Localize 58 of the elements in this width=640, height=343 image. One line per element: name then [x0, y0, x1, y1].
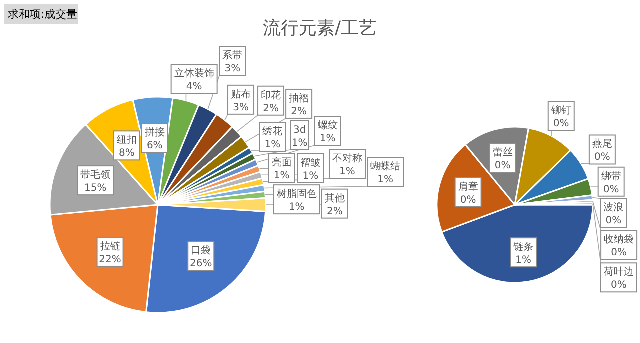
data-label: 26%: [190, 258, 212, 270]
slice-label: 不对称: [332, 152, 362, 165]
slice-label: 3d: [293, 124, 306, 136]
slice-label: 肩章: [458, 180, 478, 193]
slice-label: 口袋: [191, 244, 212, 257]
slice-label: 荷叶边: [604, 266, 634, 278]
data-label: 0%: [494, 160, 511, 172]
slice-label: 纽扣: [116, 134, 137, 146]
slice-label: 链条: [512, 241, 534, 254]
data-label: 0%: [611, 248, 627, 259]
slice-label: 拼接: [144, 126, 165, 139]
data-label: 22%: [99, 254, 122, 266]
data-label: 1%: [288, 202, 305, 214]
slice-label: 收纳袋: [604, 234, 634, 246]
text: 求和项:成交量: [8, 8, 78, 21]
data-label: 0%: [603, 184, 620, 196]
data-label: 1%: [292, 138, 308, 149]
slice-label: 蕾丝: [492, 146, 513, 159]
data-label: 4%: [186, 82, 202, 93]
slice-label: 铆钉: [550, 104, 572, 117]
data-label: 0%: [594, 152, 610, 164]
slice-label: 绣花: [262, 125, 283, 138]
slice-label: 树脂固色: [276, 188, 317, 200]
data-label: 1%: [320, 134, 336, 145]
data-label: 2%: [291, 106, 307, 118]
data-label: 2%: [263, 103, 279, 114]
data-label: 1%: [274, 170, 290, 182]
slice-label: 抽褶: [289, 92, 310, 104]
slice-label: 燕尾: [592, 138, 612, 150]
data-label: 1%: [516, 255, 532, 266]
data-label: 0%: [606, 216, 622, 227]
data-label: 3%: [233, 102, 249, 114]
data-label: 0%: [553, 118, 570, 130]
data-label: 1%: [302, 170, 319, 182]
slice-label: 印花: [261, 89, 282, 102]
slice-label: 带毛领: [80, 169, 111, 182]
slice-label: 螺纹: [318, 120, 338, 132]
slice-label: 波浪: [604, 202, 624, 214]
chart-title: 流行元素/工艺: [262, 18, 378, 39]
slice-label: 拉链: [100, 240, 120, 252]
data-label: 1%: [264, 139, 281, 150]
slice-label: 褶皱: [300, 156, 321, 169]
data-label: 15%: [84, 183, 107, 194]
slice-label: 贴布: [231, 88, 252, 100]
data-label: 1%: [340, 166, 356, 178]
data-label: 2%: [327, 206, 343, 218]
data-label: 6%: [146, 140, 163, 152]
slice-label: 蝴蝶结: [370, 160, 401, 173]
slice-label: 系带: [222, 50, 243, 62]
data-label: 0%: [611, 280, 627, 292]
data-label: 8%: [119, 148, 135, 160]
slice-label: 绑带: [601, 170, 622, 182]
slice-label: 其他: [324, 192, 345, 204]
slice-label: 亮面: [272, 156, 292, 169]
data-label: 3%: [224, 64, 241, 75]
data-label: 0%: [460, 194, 476, 206]
data-label: 1%: [378, 174, 394, 186]
slice-label: 立体装饰: [174, 68, 214, 80]
